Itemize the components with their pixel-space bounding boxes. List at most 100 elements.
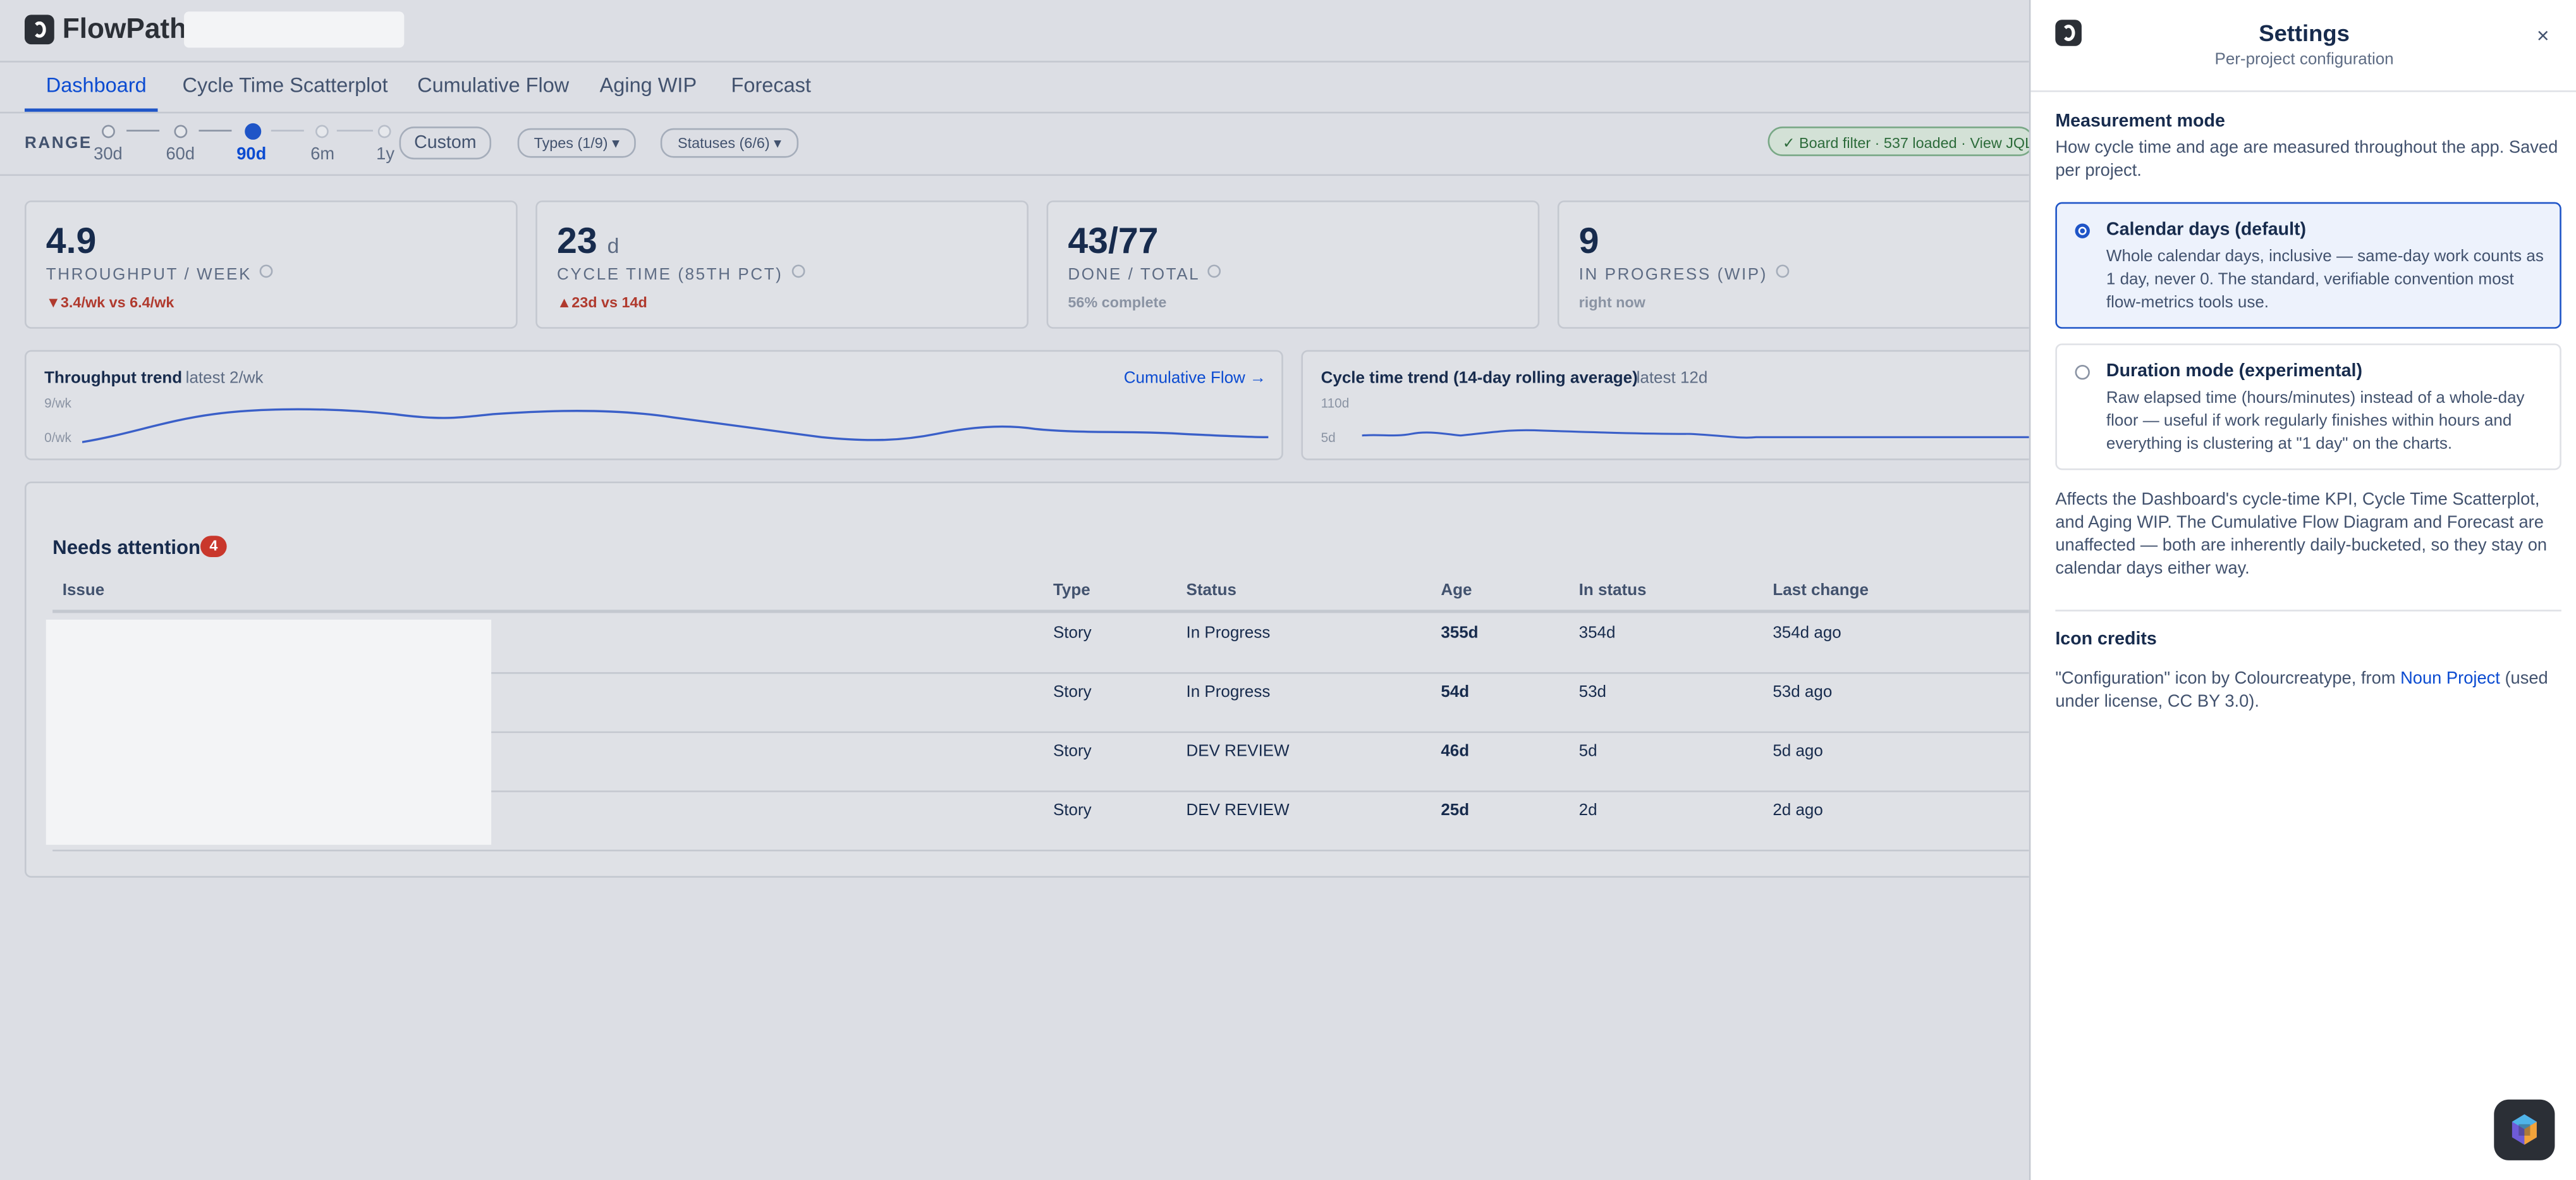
column-header-age[interactable]: Age <box>1441 582 1472 600</box>
cell-last-change: 354d ago <box>1773 624 1841 643</box>
info-icon[interactable] <box>791 264 805 278</box>
radio-icon[interactable] <box>2075 223 2090 238</box>
statuses-filter[interactable]: Statuses (6/6) ▾ <box>660 128 799 158</box>
panel-divider <box>2030 90 2576 92</box>
option-description: Raw elapsed time (hours/minutes) instead… <box>2106 389 2525 454</box>
range-track <box>126 130 160 132</box>
cell-status: DEV REVIEW <box>1186 742 1290 761</box>
cell-in-status: 5d <box>1578 742 1597 761</box>
cell-type: Story <box>1053 742 1092 761</box>
panel-subtitle: Per-project configuration <box>2214 51 2394 70</box>
kpi-unit: d <box>607 233 620 259</box>
cell-age: 54d <box>1441 684 1470 702</box>
kpi-label: IN PROGRESS (WIP) <box>1578 266 1767 285</box>
assistant-button[interactable] <box>2494 1099 2555 1160</box>
range-option-1y[interactable]: 1y <box>376 144 395 164</box>
table-row[interactable]: Story In Progress 355d 354d 354d ago <box>52 613 2064 674</box>
table-row[interactable]: Story DEV REVIEW 46d 5d 5d ago <box>52 732 2064 792</box>
cell-last-change: 2d ago <box>1773 802 1823 820</box>
cell-type: Story <box>1053 802 1092 820</box>
option-duration-mode[interactable]: Duration mode (experimental) Raw elapsed… <box>2055 343 2561 470</box>
custom-range-button[interactable]: Custom <box>399 126 492 160</box>
range-stop-90d[interactable] <box>245 123 262 140</box>
types-filter[interactable]: Types (1/9) ▾ <box>517 128 636 158</box>
board-filter-badge[interactable]: ✓ Board filter · 537 loaded · View JQL <box>1767 126 2034 156</box>
trend-title: Cycle time trend (14-day rolling average… <box>1321 369 1638 388</box>
trend-title: Throughput trend <box>44 369 183 388</box>
close-icon[interactable]: × <box>2536 23 2549 48</box>
active-tab-indicator <box>24 108 158 112</box>
kpi-value: 43/77 <box>1068 220 1159 262</box>
option-title: Duration mode (experimental) <box>2106 361 2362 381</box>
column-header-issue[interactable]: Issue <box>62 582 105 600</box>
kpi-throughput: 4.9 THROUGHPUT / WEEK ▼3.4/wk vs 6.4/wk <box>24 200 518 329</box>
app-brand: FlowPaths <box>62 13 202 45</box>
redacted-issue-column <box>46 619 492 845</box>
radio-icon[interactable] <box>2075 364 2090 380</box>
kpi-label: THROUGHPUT / WEEK <box>46 266 252 285</box>
credits-prefix: "Configuration" icon by Colourcreatype, … <box>2055 668 2401 689</box>
range-track <box>336 130 373 132</box>
nav-tabs: Dashboard Cycle Time Scatterplot Cumulat… <box>0 63 2576 114</box>
kpi-wip: 9 IN PROGRESS (WIP) right now <box>1557 200 2051 329</box>
info-icon[interactable] <box>1775 264 1789 278</box>
table-row[interactable]: Story DEV REVIEW 25d 2d 2d ago <box>52 790 2064 852</box>
kpi-subtext: 56% complete <box>1068 294 1167 311</box>
cell-status: In Progress <box>1186 684 1271 702</box>
y-axis-bottom-label: 5d <box>1321 430 1336 446</box>
range-option-30d[interactable]: 30d <box>94 144 123 164</box>
kpi-value: 9 <box>1578 220 1599 262</box>
column-header-last-change[interactable]: Last change <box>1773 582 1869 600</box>
tab-dashboard[interactable]: Dashboard <box>46 73 147 97</box>
range-stop-6m[interactable] <box>315 125 329 138</box>
assistant-icon <box>2512 1114 2537 1145</box>
info-icon[interactable] <box>260 264 273 278</box>
cell-age: 25d <box>1441 802 1470 820</box>
affects-note: Affects the Dashboard's cycle-time KPI, … <box>2055 489 2548 579</box>
column-header-in-status[interactable]: In status <box>1578 582 1647 600</box>
throughput-trend-card: Throughput trend latest 2/wk Cumulative … <box>24 350 1283 460</box>
credits-text: "Configuration" icon by Colourcreatype, … <box>2055 667 2565 713</box>
flowpaths-logo-icon <box>2055 20 2082 46</box>
noun-project-link[interactable]: Noun Project <box>2400 668 2500 689</box>
y-axis-top-label: 9/wk <box>44 396 71 411</box>
settings-panel: Settings Per-project configuration × Mea… <box>2029 0 2576 1180</box>
y-axis-top-label: 110d <box>1321 396 1350 411</box>
cell-age: 355d <box>1441 624 1479 643</box>
column-header-type[interactable]: Type <box>1053 582 1090 600</box>
info-icon[interactable] <box>1208 264 1221 278</box>
option-calendar-days[interactable]: Calendar days (default) Whole calendar d… <box>2055 202 2561 329</box>
cell-last-change: 53d ago <box>1773 684 1833 702</box>
measurement-heading: Measurement mode <box>2055 111 2225 132</box>
option-title: Calendar days (default) <box>2106 220 2307 240</box>
range-stop-30d[interactable] <box>102 125 115 138</box>
trend-latest: latest 12d <box>1636 369 1708 388</box>
credits-suffix: (used under license, CC BY 3.0). <box>2055 668 2548 712</box>
column-header-status[interactable]: Status <box>1186 582 1236 600</box>
kpi-delta: ▼3.4/wk vs 6.4/wk <box>46 294 174 311</box>
range-track <box>271 130 304 132</box>
cell-age: 46d <box>1441 742 1470 761</box>
tab-aging-wip[interactable]: Aging WIP <box>599 73 697 97</box>
tab-forecast[interactable]: Forecast <box>731 73 811 97</box>
project-selector[interactable] <box>184 11 405 48</box>
range-option-6m[interactable]: 6m <box>310 144 335 164</box>
range-stop-1y[interactable] <box>377 125 391 138</box>
range-stop-60d[interactable] <box>174 125 188 138</box>
tab-cycle-time-scatterplot[interactable]: Cycle Time Scatterplot <box>182 73 388 97</box>
cumulative-flow-link[interactable]: Cumulative Flow → <box>1123 369 1267 388</box>
kpi-label: DONE / TOTAL <box>1068 266 1200 285</box>
kpi-subtext: right now <box>1578 294 1645 311</box>
kpi-value: 4.9 <box>46 220 97 262</box>
measurement-description: How cycle time and age are measured thro… <box>2055 138 2558 181</box>
tab-cumulative-flow[interactable]: Cumulative Flow <box>417 73 570 97</box>
throughput-sparkline <box>82 408 1269 443</box>
cycle-time-trend-card: Cycle time trend (14-day rolling average… <box>1301 350 2073 460</box>
range-option-60d[interactable]: 60d <box>166 144 195 164</box>
range-track <box>198 130 232 132</box>
cell-in-status: 2d <box>1578 802 1597 820</box>
needs-attention-card: Needs attention 4 Issue Type Status Age … <box>24 481 2064 878</box>
range-option-90d[interactable]: 90d <box>236 144 267 164</box>
table-row[interactable]: Story In Progress 54d 53d 53d ago <box>52 672 2064 734</box>
flowpaths-logo-icon <box>24 15 54 45</box>
